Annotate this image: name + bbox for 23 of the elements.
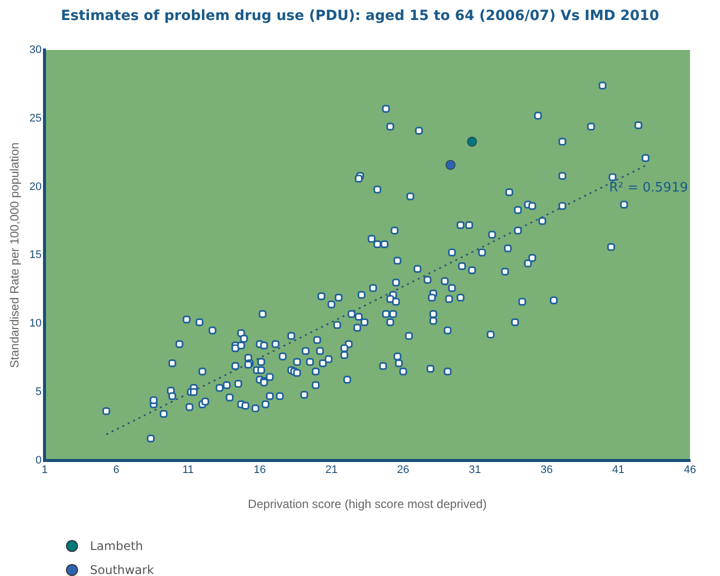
x-tick-label: 46 — [684, 464, 696, 476]
x-tick-label: 26 — [397, 464, 410, 476]
legend-label: Lambeth — [90, 539, 144, 553]
y-tick-label: 20 — [29, 180, 42, 193]
legend-label: Southwark — [90, 563, 154, 576]
chart-title: Estimates of problem drug use (PDU): aged 15 to 64 (2006/07) Vs IMD 2010 — [60, 8, 660, 24]
y-tick-label: 10 — [29, 318, 42, 330]
y-tick-label: 30 — [29, 44, 42, 56]
x-axis-title: Deprivation score (high score most deprived) — [248, 497, 487, 512]
y-tick-label: 15 — [29, 249, 42, 262]
x-tick-label: 21 — [325, 464, 338, 476]
y-axis-title: Standardised Rate per 100,000 population — [8, 142, 22, 368]
x-tick-label: 6 — [113, 464, 120, 476]
x-tick-label: 11 — [182, 464, 194, 476]
x-tick-label: 36 — [540, 464, 553, 476]
x-tick-label: 31 — [468, 464, 482, 476]
x-tick-label: 16 — [254, 464, 266, 476]
y-tick-label: 25 — [29, 112, 42, 124]
y-tick-label: 5 — [36, 386, 42, 398]
x-tick-label: 41 — [612, 464, 624, 476]
annotation: R² = 0.5919 — [609, 180, 688, 196]
y-tick-label: 0 — [36, 454, 42, 466]
x-tick-label: 1 — [42, 464, 48, 476]
